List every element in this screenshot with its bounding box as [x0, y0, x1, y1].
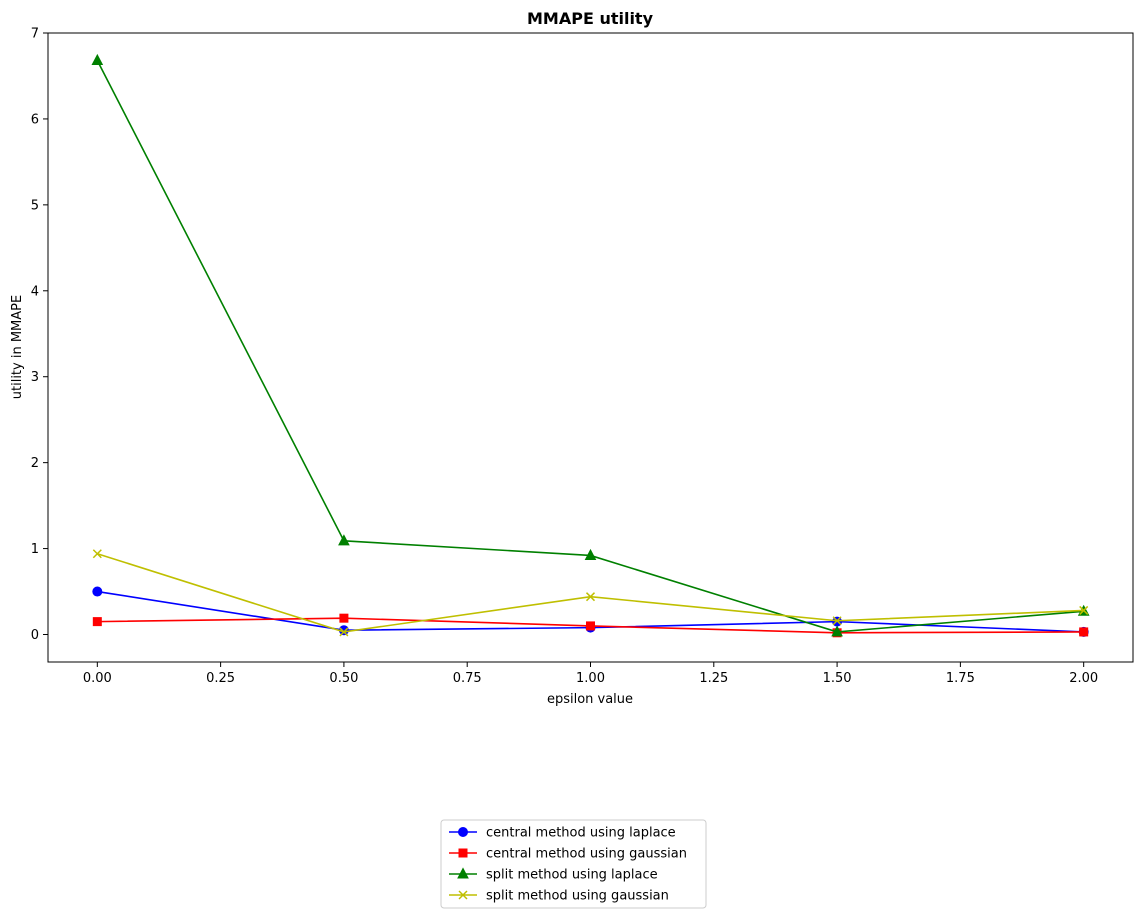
y-tick-label: 2 [31, 456, 39, 471]
legend-box [440, 819, 707, 909]
series-2-point-marker [339, 613, 349, 623]
legend: central method using laplace central meth… [440, 819, 707, 909]
y-tick-label: 4 [31, 284, 39, 299]
y-tick-label: 5 [31, 198, 39, 213]
x-tick-label: 1.25 [699, 671, 728, 686]
legend-swatch-marker [458, 827, 468, 837]
legend-entry: split method using gaussian [449, 889, 669, 904]
x-tick-label: 0.75 [453, 671, 482, 686]
x-axis: 0.00 0.25 0.50 0.75 1.00 1.25 1.50 1.75 2.00 [83, 662, 1098, 686]
series-4-point-marker [92, 549, 102, 559]
chart-title: MMAPE utility [527, 9, 654, 28]
series-3-point-marker [831, 625, 843, 637]
series-3-point-marker [91, 53, 104, 65]
legend-label: central method using gaussian [486, 847, 687, 862]
x-axis-label: epsilon value [547, 692, 633, 707]
legend-label: split method using laplace [486, 868, 658, 883]
series-2-point-marker [1079, 627, 1089, 637]
x-tick-label: 1.00 [576, 671, 605, 686]
series-4-point-marker [832, 616, 842, 626]
series-3-point-marker [584, 548, 597, 560]
legend-swatch-marker [458, 848, 468, 858]
legend-label: split method using gaussian [486, 889, 669, 904]
series-4 [92, 549, 1089, 637]
x-tick-label: 0.00 [83, 671, 112, 686]
x-tick-label: 1.75 [946, 671, 975, 686]
series-2-point-marker [586, 621, 595, 631]
y-tick-label: 6 [31, 112, 39, 127]
series-4-point-marker [339, 627, 349, 637]
series-1-point-marker [92, 586, 103, 597]
series-3-point-marker [338, 534, 350, 546]
y-tick-label: 0 [31, 628, 39, 643]
y-tick-label: 1 [31, 542, 39, 557]
legend-swatch-marker [458, 890, 468, 900]
x-tick-label: 0.25 [206, 671, 235, 686]
legend-items: central method using laplace central meth… [449, 826, 687, 904]
series-layer [91, 53, 1090, 638]
y-tick-label: 3 [31, 370, 39, 385]
series-2-point-marker [92, 617, 102, 627]
y-tick-label: 7 [31, 27, 39, 42]
y-axis-label: utility in MMAPE [10, 295, 25, 399]
x-tick-label: 2.00 [1069, 671, 1098, 686]
legend-label: central method using laplace [486, 826, 676, 841]
x-tick-label: 1.50 [823, 671, 852, 686]
legend-entry: central method using gaussian [449, 847, 687, 862]
x-tick-label: 0.50 [329, 671, 358, 686]
legend-entry: central method using laplace [449, 826, 676, 841]
series-4-point-marker [585, 592, 596, 602]
y-axis: 0 1 2 3 4 5 6 7 [31, 27, 48, 643]
legend-swatch-marker [457, 867, 469, 879]
legend-entry: split method using laplace [449, 867, 658, 883]
series-4-point-marker [1079, 605, 1089, 615]
